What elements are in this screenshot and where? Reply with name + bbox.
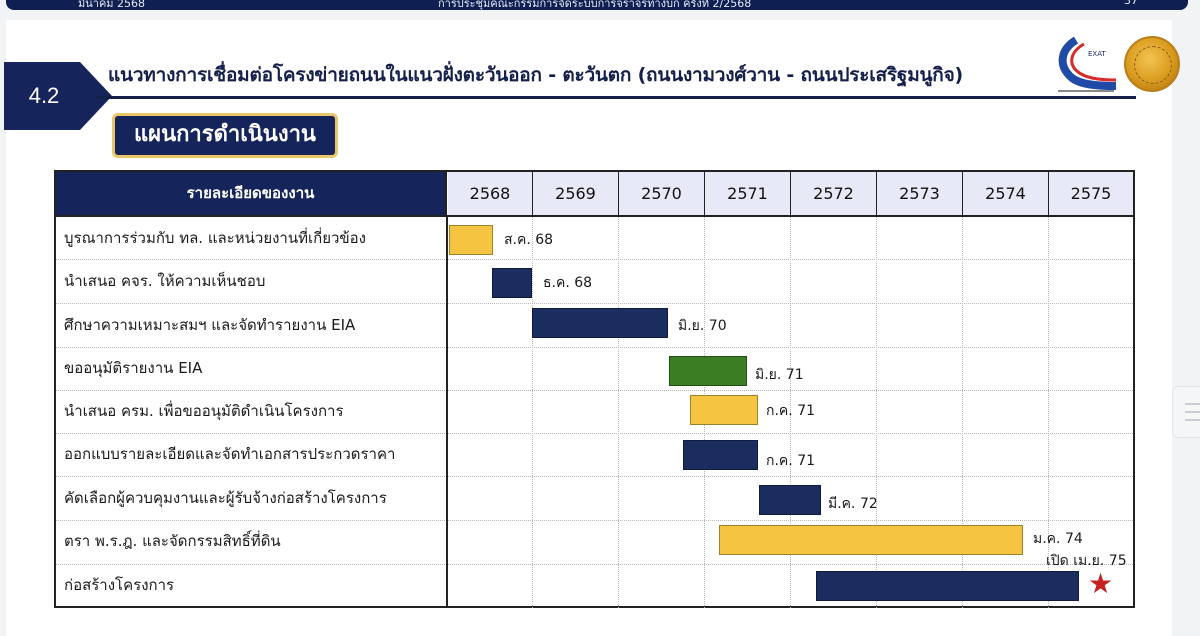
section-number-badge: 4.2 [4, 62, 114, 130]
grid-line [1048, 217, 1049, 608]
task-column-divider [446, 215, 448, 608]
exat-logo-icon: EXAT [1058, 36, 1117, 92]
grid-line [618, 217, 619, 608]
arrow-badge-icon [4, 62, 112, 130]
task-header: รายละเอียดของงาน [56, 172, 447, 215]
bar-end-label: ธ.ค. 68 [543, 275, 593, 291]
meeting-date: มีนาคม 2568 [78, 0, 146, 10]
bar-end-label: ก.ค. 71 [766, 453, 816, 469]
header-divider [56, 215, 1133, 217]
gantt-bar [816, 571, 1079, 601]
task-label: ออกแบบรายละเอียดและจัดทำเอกสารประกวดราคา [64, 445, 396, 463]
gantt-bar [690, 395, 758, 425]
page-number: 37 [1124, 0, 1138, 7]
bar-end-label: ม.ค. 74 [1033, 531, 1083, 547]
ministry-seal-logo [1124, 36, 1180, 92]
bar-end-label: มี.ค. 72 [828, 496, 878, 512]
svg-text:EXAT: EXAT [1088, 50, 1106, 58]
badge-number: 4.2 [28, 83, 60, 108]
gantt-bar [449, 225, 493, 255]
grid-line [56, 303, 1133, 304]
task-label: คัดเลือกผู้ควบคุมงานและผู้รับจ้างก่อสร้า… [64, 489, 387, 507]
grid-line [962, 217, 963, 608]
gantt-bar [683, 440, 758, 470]
year-header: 2569 [533, 172, 619, 215]
meeting-title: การประชุมคณะกรรมการจัดระบบการจราจรทางบก … [438, 0, 752, 10]
section-title: แผนการดำเนินงาน [112, 113, 338, 158]
top-header-bar: มีนาคม 2568 การประชุมคณะกรรมการจัดระบบกา… [6, 0, 1188, 10]
gantt-bar [492, 268, 532, 298]
gantt-bar [532, 308, 668, 338]
task-label: ก่อสร้างโครงการ [64, 576, 175, 594]
task-label: นำเสนอ ครม. เพื่อขออนุมัติดำเนินโครงการ [64, 402, 344, 420]
gantt-bar [669, 356, 747, 386]
bar-end-label: มิ.ย. 71 [755, 367, 804, 383]
task-label: บูรณาการร่วมกับ ทล. และหน่วยงานที่เกี่ยว… [64, 229, 366, 247]
task-label: ขออนุมัติรายงาน EIA [64, 359, 203, 377]
grid-line [532, 217, 533, 608]
year-header: 2573 [877, 172, 963, 215]
grid-line [56, 564, 1133, 565]
bar-end-label: เปิด เม.ย. 75 [1046, 553, 1127, 569]
gantt-table: รายละเอียดของงาน 2568 2569 2570 2571 257… [54, 170, 1135, 608]
task-label: นำเสนอ คจร. ให้ความเห็นชอบ [64, 272, 266, 290]
grid-line [790, 217, 791, 608]
year-header: 2574 [963, 172, 1049, 215]
menu-line-icon [1185, 411, 1200, 413]
year-header: 2571 [705, 172, 791, 215]
gantt-bar [719, 525, 1023, 555]
gantt-bar [759, 485, 821, 515]
task-label: ศึกษาความเหมาะสมฯ และจัดทำรายงาน EIA [64, 316, 356, 334]
year-header: 2568 [448, 172, 533, 215]
grid-line [56, 476, 1133, 477]
year-header: 2572 [791, 172, 877, 215]
star-milestone-icon: ★ [1088, 567, 1114, 600]
title-divider [96, 96, 1136, 99]
grid-line [56, 259, 1133, 260]
grid-line [56, 520, 1133, 521]
task-label: ตรา พ.ร.ฎ. และจัดกรรมสิทธิ์ที่ดิน [64, 532, 281, 550]
year-header: 2575 [1049, 172, 1133, 215]
grid-line [876, 217, 877, 608]
grid-line [56, 347, 1133, 348]
page-title: แนวทางการเชื่อมต่อโครงข่ายถนนในแนวฝั่งตะ… [108, 64, 964, 86]
menu-line-icon [1185, 403, 1200, 405]
grid-line [56, 390, 1133, 391]
menu-line-icon [1185, 419, 1200, 421]
bar-end-label: ส.ค. 68 [504, 232, 554, 248]
year-header: 2570 [619, 172, 705, 215]
side-menu-handle[interactable] [1172, 386, 1200, 438]
grid-line [56, 433, 1133, 434]
bar-end-label: มิ.ย. 70 [678, 318, 727, 334]
bar-end-label: ก.ค. 71 [766, 403, 816, 419]
